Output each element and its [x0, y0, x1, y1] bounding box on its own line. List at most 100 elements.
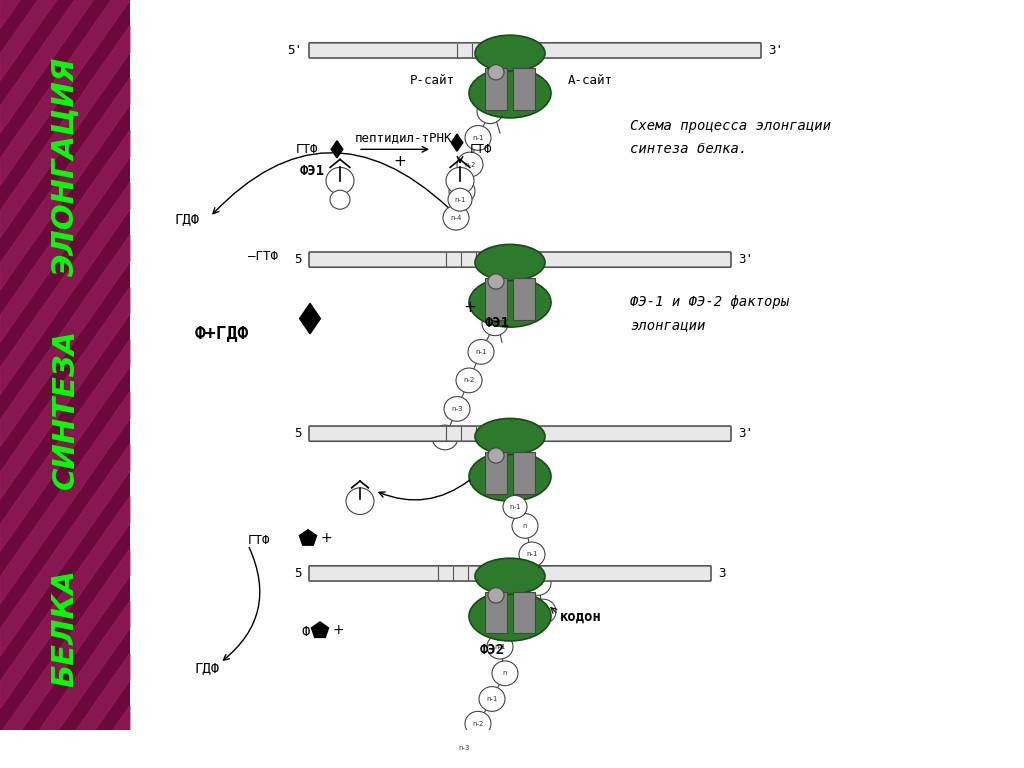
FancyBboxPatch shape: [309, 43, 761, 58]
Text: ГТФ: ГТФ: [470, 143, 493, 156]
Text: 5: 5: [295, 567, 302, 580]
Circle shape: [503, 495, 527, 518]
Text: БЕЛКА: БЕЛКА: [50, 568, 80, 687]
Polygon shape: [0, 235, 130, 447]
Text: +: +: [319, 531, 332, 545]
Bar: [513, 452, 535, 494]
Text: +: +: [332, 624, 344, 637]
Text: Ф+ГДФ: Ф+ГДФ: [195, 324, 250, 342]
Circle shape: [519, 542, 545, 567]
Text: n-4: n-4: [439, 435, 451, 441]
Polygon shape: [0, 131, 130, 343]
Circle shape: [530, 599, 556, 624]
Text: n-2: n-2: [464, 161, 476, 167]
FancyBboxPatch shape: [309, 426, 731, 442]
Ellipse shape: [469, 591, 551, 641]
Text: Схема процесса элонгации
синтеза белка.: Схема процесса элонгации синтеза белка.: [630, 120, 831, 157]
Bar: [513, 278, 535, 319]
Circle shape: [456, 368, 482, 392]
Circle shape: [479, 687, 505, 711]
Circle shape: [346, 488, 374, 515]
Text: СИНТЕЗА: СИНТЕЗА: [50, 329, 80, 489]
Ellipse shape: [475, 244, 545, 280]
Text: ГТФ: ГТФ: [296, 143, 318, 156]
Text: +: +: [393, 154, 407, 169]
Bar: [0, 0, 130, 730]
Circle shape: [482, 311, 508, 336]
Text: 5': 5': [287, 44, 302, 57]
Polygon shape: [331, 141, 343, 158]
Polygon shape: [0, 339, 130, 551]
Text: n-2: n-2: [472, 720, 483, 727]
Ellipse shape: [475, 419, 545, 455]
Text: ФЭ1: ФЭ1: [300, 164, 325, 178]
Bar: [513, 68, 535, 111]
Text: n-3: n-3: [538, 608, 549, 614]
Circle shape: [512, 514, 538, 538]
Circle shape: [326, 167, 354, 194]
Text: —ГТФ: —ГТФ: [248, 250, 278, 263]
Ellipse shape: [469, 278, 551, 327]
Text: ФЭ2: ФЭ2: [480, 643, 505, 657]
Circle shape: [330, 190, 350, 209]
Polygon shape: [311, 622, 329, 637]
Bar: [485, 452, 507, 494]
Bar: [485, 591, 507, 634]
Circle shape: [487, 634, 513, 659]
Polygon shape: [0, 0, 130, 81]
Bar: [513, 591, 535, 634]
Circle shape: [488, 274, 504, 289]
Circle shape: [457, 152, 483, 177]
Polygon shape: [0, 548, 130, 761]
Circle shape: [444, 396, 470, 422]
Text: n-3: n-3: [457, 188, 468, 194]
Polygon shape: [0, 287, 130, 499]
Circle shape: [525, 571, 551, 595]
Text: А-сайт: А-сайт: [568, 74, 613, 88]
Polygon shape: [0, 444, 130, 656]
Circle shape: [492, 661, 518, 686]
Text: Ф: Ф: [302, 625, 310, 640]
Text: n-1: n-1: [486, 696, 498, 702]
Text: 3': 3': [738, 427, 753, 440]
Polygon shape: [0, 0, 130, 28]
Text: n-1: n-1: [509, 504, 521, 510]
Text: 5: 5: [295, 253, 302, 266]
Text: n-1: n-1: [526, 551, 538, 558]
Polygon shape: [0, 654, 130, 768]
Text: 3': 3': [738, 253, 753, 266]
Bar: [485, 278, 507, 319]
Text: n: n: [487, 108, 493, 114]
Polygon shape: [0, 706, 130, 768]
Circle shape: [477, 99, 503, 124]
Circle shape: [465, 125, 490, 151]
Text: 3': 3': [768, 44, 783, 57]
FancyBboxPatch shape: [309, 566, 711, 581]
Circle shape: [446, 167, 474, 194]
Polygon shape: [0, 0, 130, 185]
Text: ФЭ-1 и ФЭ-2 факторы
элонгации: ФЭ-1 и ФЭ-2 факторы элонгации: [630, 296, 790, 333]
Circle shape: [465, 711, 490, 736]
Polygon shape: [0, 601, 130, 768]
Text: n-4: n-4: [451, 215, 462, 220]
Text: ГТФ: ГТФ: [248, 534, 270, 547]
Text: ГДФ: ГДФ: [195, 661, 220, 676]
Ellipse shape: [469, 452, 551, 502]
Polygon shape: [299, 530, 316, 545]
Circle shape: [488, 588, 504, 603]
Text: n-1: n-1: [495, 644, 506, 650]
Text: n-1: n-1: [472, 135, 483, 141]
Circle shape: [451, 736, 477, 761]
Text: n-3: n-3: [452, 406, 463, 412]
Text: Р-сайт: Р-сайт: [410, 74, 455, 88]
Polygon shape: [0, 758, 130, 768]
Ellipse shape: [469, 68, 551, 118]
Bar: [485, 68, 507, 111]
Polygon shape: [0, 25, 130, 238]
Circle shape: [488, 65, 504, 80]
Polygon shape: [452, 134, 463, 151]
Polygon shape: [0, 496, 130, 708]
Circle shape: [449, 188, 472, 211]
Polygon shape: [0, 0, 130, 133]
Text: кодон: кодон: [560, 609, 602, 624]
